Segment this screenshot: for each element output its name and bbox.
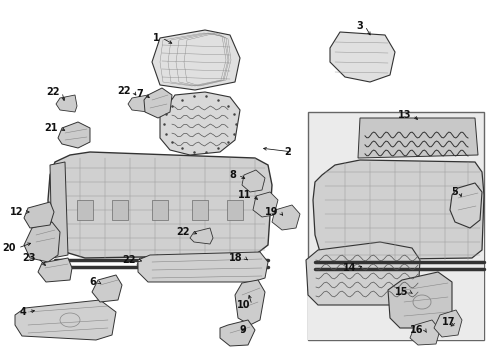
Polygon shape [192, 200, 208, 220]
Polygon shape [253, 192, 278, 217]
Polygon shape [220, 320, 255, 346]
Polygon shape [308, 220, 484, 340]
Text: 14: 14 [343, 263, 356, 273]
Text: 13: 13 [397, 110, 411, 120]
Text: 22: 22 [176, 227, 190, 237]
Text: 10: 10 [237, 300, 250, 310]
Polygon shape [77, 200, 93, 220]
Text: 11: 11 [238, 190, 251, 200]
Polygon shape [92, 275, 122, 302]
Polygon shape [160, 92, 240, 155]
Polygon shape [24, 222, 60, 262]
Text: 1: 1 [153, 33, 160, 43]
Text: 19: 19 [265, 207, 278, 217]
Text: 17: 17 [441, 317, 455, 327]
Polygon shape [306, 242, 420, 305]
Polygon shape [48, 152, 272, 258]
Polygon shape [272, 205, 300, 230]
Text: 20: 20 [2, 243, 16, 253]
Polygon shape [24, 202, 54, 228]
Polygon shape [38, 258, 72, 282]
Polygon shape [313, 160, 484, 260]
Polygon shape [242, 170, 265, 192]
Polygon shape [434, 310, 462, 337]
Text: 22: 22 [122, 255, 136, 265]
Text: 6: 6 [89, 277, 96, 287]
Text: 22: 22 [47, 87, 60, 97]
Polygon shape [308, 112, 484, 340]
Polygon shape [58, 122, 90, 148]
Polygon shape [358, 118, 478, 158]
Polygon shape [450, 183, 482, 228]
Polygon shape [410, 320, 440, 345]
Text: 12: 12 [9, 207, 23, 217]
Polygon shape [330, 32, 395, 82]
Polygon shape [152, 30, 240, 90]
Text: 15: 15 [394, 287, 408, 297]
Text: 5: 5 [451, 187, 458, 197]
Text: 22: 22 [118, 86, 131, 96]
Polygon shape [50, 162, 68, 258]
Polygon shape [388, 272, 452, 328]
Text: 9: 9 [239, 325, 246, 335]
Polygon shape [56, 95, 77, 112]
Text: 16: 16 [410, 325, 423, 335]
Text: 18: 18 [229, 253, 243, 263]
Text: 23: 23 [23, 253, 36, 263]
Polygon shape [235, 280, 265, 325]
Text: 7: 7 [136, 89, 143, 99]
Polygon shape [128, 95, 150, 112]
Polygon shape [137, 255, 160, 272]
Polygon shape [15, 300, 116, 340]
Text: 2: 2 [284, 147, 291, 157]
Text: 4: 4 [19, 307, 26, 317]
Polygon shape [144, 88, 172, 118]
Text: 21: 21 [45, 123, 58, 133]
Text: 3: 3 [356, 21, 363, 31]
Polygon shape [190, 228, 213, 244]
Text: 8: 8 [229, 170, 236, 180]
Polygon shape [227, 200, 243, 220]
Polygon shape [138, 252, 268, 282]
Polygon shape [152, 200, 168, 220]
Polygon shape [112, 200, 128, 220]
